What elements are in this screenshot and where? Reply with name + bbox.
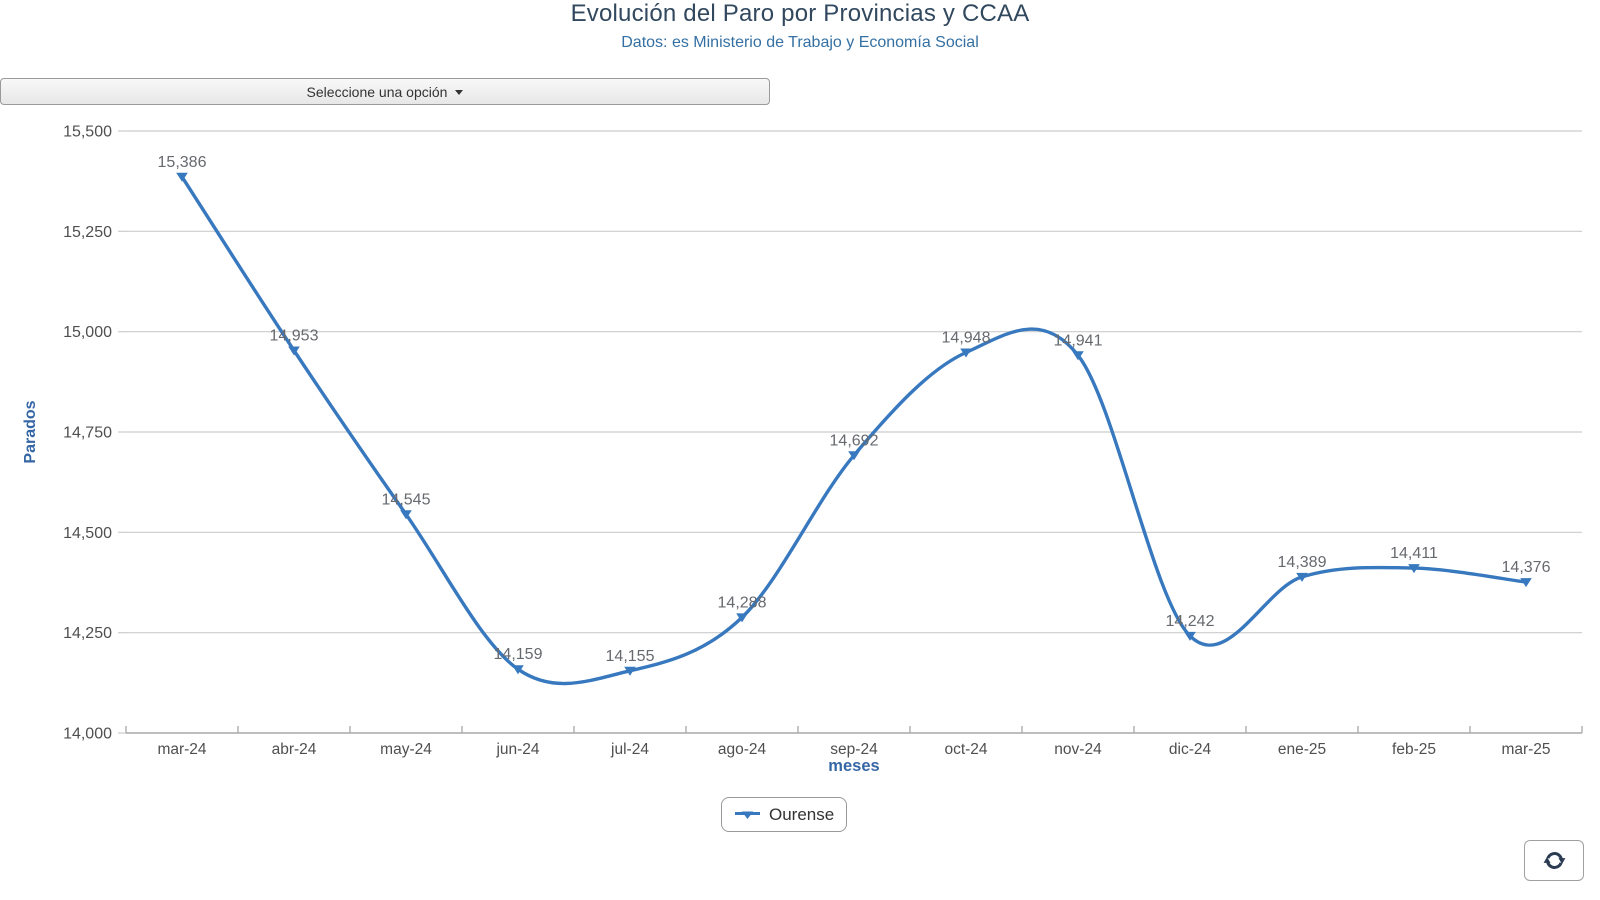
y-tick-label: 15,500 xyxy=(63,124,112,141)
x-tick-label: feb-25 xyxy=(1392,741,1436,758)
data-point-marker[interactable] xyxy=(1072,351,1084,361)
data-point-marker[interactable] xyxy=(1520,578,1532,588)
data-point-label: 14,159 xyxy=(494,646,543,663)
legend-label: Ourense xyxy=(769,804,835,824)
x-tick-label: jul-24 xyxy=(610,741,649,758)
data-point-label: 14,411 xyxy=(1390,545,1438,562)
x-tick-label: abr-24 xyxy=(272,741,317,758)
series-marker-icon xyxy=(735,811,760,819)
x-tick-label: oct-24 xyxy=(944,741,987,758)
data-point-marker[interactable] xyxy=(1296,572,1308,582)
y-tick-label: 14,500 xyxy=(63,525,112,542)
refresh-button[interactable] xyxy=(1524,840,1584,881)
x-tick-label: dic-24 xyxy=(1169,741,1212,758)
data-point-label: 14,389 xyxy=(1278,554,1327,571)
data-point-marker[interactable] xyxy=(288,346,300,356)
dropdown-label: Seleccione una opción xyxy=(306,83,448,100)
data-point-label: 14,692 xyxy=(830,432,879,449)
x-axis-title: meses xyxy=(828,757,879,775)
line-chart: 14,000 14,250 14,500 14,750 15,000 15,250 15,5… xyxy=(22,124,1583,775)
page-title: Evolución del Paro por Provincias y CCAA xyxy=(570,0,1030,27)
x-tick-label: ago-24 xyxy=(718,741,767,758)
x-tick-label: jun-24 xyxy=(495,741,539,758)
page-subtitle: Datos: es Ministerio de Trabajo y Econom… xyxy=(621,34,979,51)
data-point-marker[interactable] xyxy=(624,666,636,676)
y-tick-label: 14,000 xyxy=(63,726,112,743)
y-tick-label: 15,250 xyxy=(63,224,112,241)
refresh-icon xyxy=(1543,852,1565,869)
data-point-marker[interactable] xyxy=(960,348,972,358)
data-point-marker[interactable] xyxy=(176,172,188,182)
series-line-ourense xyxy=(180,175,1528,686)
y-axis-title: Parados xyxy=(22,400,39,463)
data-point-marker[interactable] xyxy=(1184,631,1196,641)
data-point-label: 14,155 xyxy=(606,648,655,665)
data-point-label: 14,242 xyxy=(1166,613,1215,630)
y-tick-label: 14,750 xyxy=(63,425,112,442)
data-point-label: 14,948 xyxy=(942,330,991,347)
data-point-label: 14,376 xyxy=(1502,559,1551,576)
data-point-label: 14,288 xyxy=(718,594,767,611)
data-point-label: 15,386 xyxy=(158,154,207,171)
data-point-marker[interactable] xyxy=(400,510,412,520)
data-point-marker[interactable] xyxy=(848,451,860,461)
x-tick-label: may-24 xyxy=(380,741,432,758)
data-point-label: 14,545 xyxy=(382,491,431,508)
data-point-label: 14,941 xyxy=(1054,332,1103,349)
x-tick-label: ene-25 xyxy=(1278,741,1326,758)
data-point-marker[interactable] xyxy=(1408,564,1420,574)
y-tick-label: 14,250 xyxy=(63,625,112,642)
y-tick-label: 15,000 xyxy=(63,324,112,341)
data-point-label: 14,953 xyxy=(270,328,319,345)
option-select-dropdown[interactable]: Seleccione una opción xyxy=(0,78,770,105)
data-point-marker[interactable] xyxy=(736,613,748,623)
chevron-down-icon xyxy=(455,90,464,95)
x-tick-label: mar-25 xyxy=(1501,741,1550,758)
legend-ourense[interactable]: Ourense xyxy=(721,797,848,832)
data-point-marker[interactable] xyxy=(512,665,524,675)
x-tick-label: nov-24 xyxy=(1054,741,1102,758)
x-tick-label: sep-24 xyxy=(830,741,878,758)
x-tick-label: mar-24 xyxy=(157,741,206,758)
